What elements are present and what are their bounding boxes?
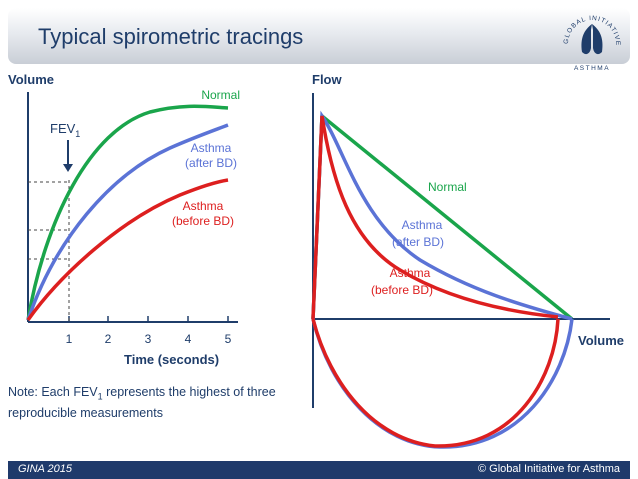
- slide-title: Typical spirometric tracings: [38, 24, 304, 49]
- tick-label-3: 3: [145, 332, 152, 346]
- after-bd-inspiratory-curve: [311, 318, 574, 449]
- normal-label-left: Normal: [201, 88, 240, 102]
- tick-label-2: 2: [105, 332, 112, 346]
- tick-label-1: 1: [66, 332, 73, 346]
- tick-label-5: 5: [225, 332, 232, 346]
- left-y-label: Volume: [8, 72, 54, 87]
- after-bd-label-left-2: (after BD): [185, 156, 237, 170]
- after-bd-volume-curve: [26, 123, 229, 321]
- right-y-label: Flow: [312, 72, 342, 87]
- after-bd-label-right-2: (after BD): [392, 235, 444, 249]
- note-text: Note: Each FEV1 represents the highest o…: [8, 385, 276, 420]
- fev1-label: FEV1: [50, 121, 80, 139]
- footer-bar: GINA 2015 © Global Initiative for Asthma: [8, 461, 630, 479]
- normal-label-right: Normal: [428, 180, 467, 194]
- right-x-label: Volume: [578, 333, 624, 348]
- after-bd-label-left-1: Asthma: [191, 141, 232, 155]
- normal-volume-curve: [26, 104, 229, 321]
- fev1-arrow-icon: [63, 164, 73, 172]
- after-bd-label-right-1: Asthma: [402, 218, 443, 232]
- before-bd-label-left-2: (before BD): [172, 214, 234, 228]
- before-bd-inspiratory-curve: [311, 318, 560, 448]
- lung-right-icon: [592, 24, 603, 55]
- before-bd-volume-curve: [26, 178, 229, 322]
- flow-volume-chart: Flow Volume Normal Asthma (after BD) Ast…: [311, 72, 624, 449]
- lung-left-icon: [581, 24, 592, 55]
- title-bar: Typical spirometric tracings: [8, 8, 630, 64]
- before-bd-label-left-1: Asthma: [183, 199, 224, 213]
- before-bd-flow-loop: [311, 115, 559, 320]
- left-x-label: Time (seconds): [124, 352, 219, 367]
- footer-copyright: © Global Initiative for Asthma: [477, 463, 620, 475]
- tick-label-4: 4: [185, 332, 192, 346]
- after-bd-flow-loop: [311, 110, 573, 321]
- volume-time-chart: Volume Time (seconds) 1 2 3 4 5 FEV1 Nor…: [8, 72, 240, 367]
- before-bd-label-right-1: Asthma: [390, 266, 431, 280]
- gina-logo: GLOBAL INITIATIVE FOR ASTHMA: [554, 8, 620, 72]
- logo-bottom-text: ASTHMA: [574, 65, 610, 72]
- before-bd-label-right-2: (before BD): [371, 283, 433, 297]
- footer-left-text: GINA 2015: [18, 463, 73, 475]
